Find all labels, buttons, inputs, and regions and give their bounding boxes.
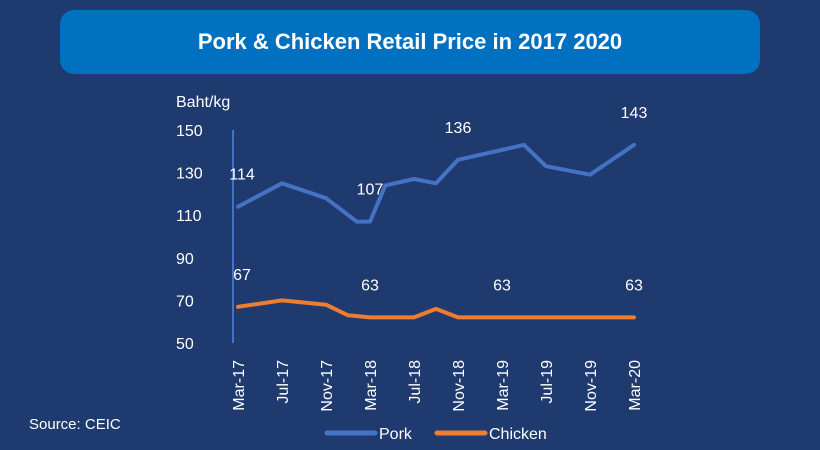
y-tick-label: 150 <box>176 123 203 140</box>
y-tick-label: 50 <box>176 336 194 353</box>
chart-title: Pork & Chicken Retail Price in 2017 2020 <box>197 29 623 54</box>
x-tick-label: Jul-17 <box>275 360 292 404</box>
data-label-chicken: 63 <box>493 277 511 294</box>
y-tick-label: 130 <box>176 166 203 183</box>
legend-label-pork: Pork <box>379 426 413 443</box>
data-label-chicken: 63 <box>625 277 643 294</box>
x-tick-label: Mar-17 <box>231 360 248 411</box>
y-tick-label: 70 <box>176 293 194 310</box>
data-label-pork: 143 <box>621 105 648 122</box>
x-tick-label: Nov-19 <box>583 360 600 412</box>
x-tick-label: Mar-20 <box>627 360 644 411</box>
y-axis-label: Baht/kg <box>176 94 230 111</box>
x-tick-label: Jul-19 <box>539 360 556 404</box>
y-tick-label: 90 <box>176 251 194 268</box>
data-label-pork: 107 <box>357 182 384 199</box>
data-label-chicken: 63 <box>361 277 379 294</box>
data-label-pork: 114 <box>229 167 255 184</box>
x-tick-label: Mar-18 <box>363 360 380 411</box>
y-tick-label: 110 <box>176 208 202 225</box>
x-tick-label: Jul-18 <box>407 360 424 404</box>
x-tick-label: Nov-17 <box>319 360 336 412</box>
source-note: Source: CEIC <box>29 416 121 433</box>
x-tick-label: Mar-19 <box>495 360 512 411</box>
legend-label-chicken: Chicken <box>489 426 547 443</box>
data-label-pork: 136 <box>445 120 472 137</box>
data-label-chicken: 67 <box>233 267 251 284</box>
x-tick-label: Nov-18 <box>451 360 468 412</box>
chart-title-bar: Pork & Chicken Retail Price in 2017 2020 <box>60 10 760 74</box>
